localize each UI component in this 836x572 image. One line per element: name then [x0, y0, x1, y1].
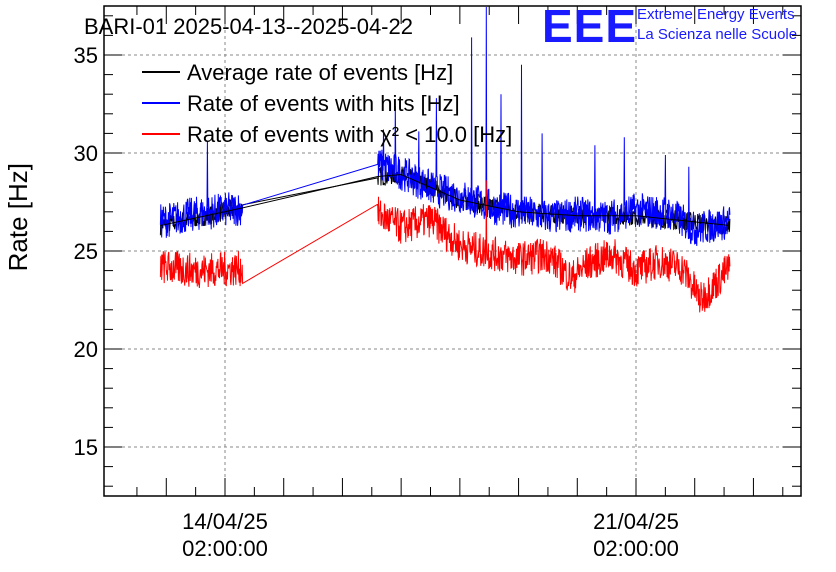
y-tick-label: 20 [74, 337, 98, 362]
series-line-average-trend [160, 174, 730, 226]
y-tick-label: 15 [74, 435, 98, 460]
chart-title: BARI-01 2025-04-13--2025-04-22 [84, 14, 413, 39]
legend-label-hits: Rate of events with hits [Hz] [187, 91, 460, 116]
y-tick-label: 30 [74, 141, 98, 166]
series-line-2 [159, 180, 731, 313]
x-tick-date: 14/04/25 [182, 509, 268, 534]
logo: EEE Extreme Energy Events La Scienza nel… [542, 0, 797, 52]
y-tick-label: 35 [74, 43, 98, 68]
axis-ticks: 152025303514/04/2502:00:0021/04/2502:00:… [74, 6, 801, 561]
legend-label-chi2: Rate of events with χ² < 10.0 [Hz] [187, 122, 512, 147]
y-axis-label: Rate [Hz] [3, 163, 33, 271]
logo-line-2: La Scienza nelle Scuole [637, 26, 797, 43]
legend-label-average: Average rate of events [Hz] [187, 60, 453, 85]
x-tick-date: 21/04/25 [593, 509, 679, 534]
legend: Average rate of events [Hz] Rate of even… [142, 60, 512, 147]
y-tick-label: 25 [74, 239, 98, 264]
series-layer [159, 6, 731, 313]
logo-mark: EEE [542, 0, 637, 52]
series-line-1 [159, 6, 731, 246]
x-tick-time: 02:00:00 [182, 536, 268, 561]
x-tick-time: 02:00:00 [593, 536, 679, 561]
logo-line-1: Extreme Energy Events [637, 6, 795, 23]
